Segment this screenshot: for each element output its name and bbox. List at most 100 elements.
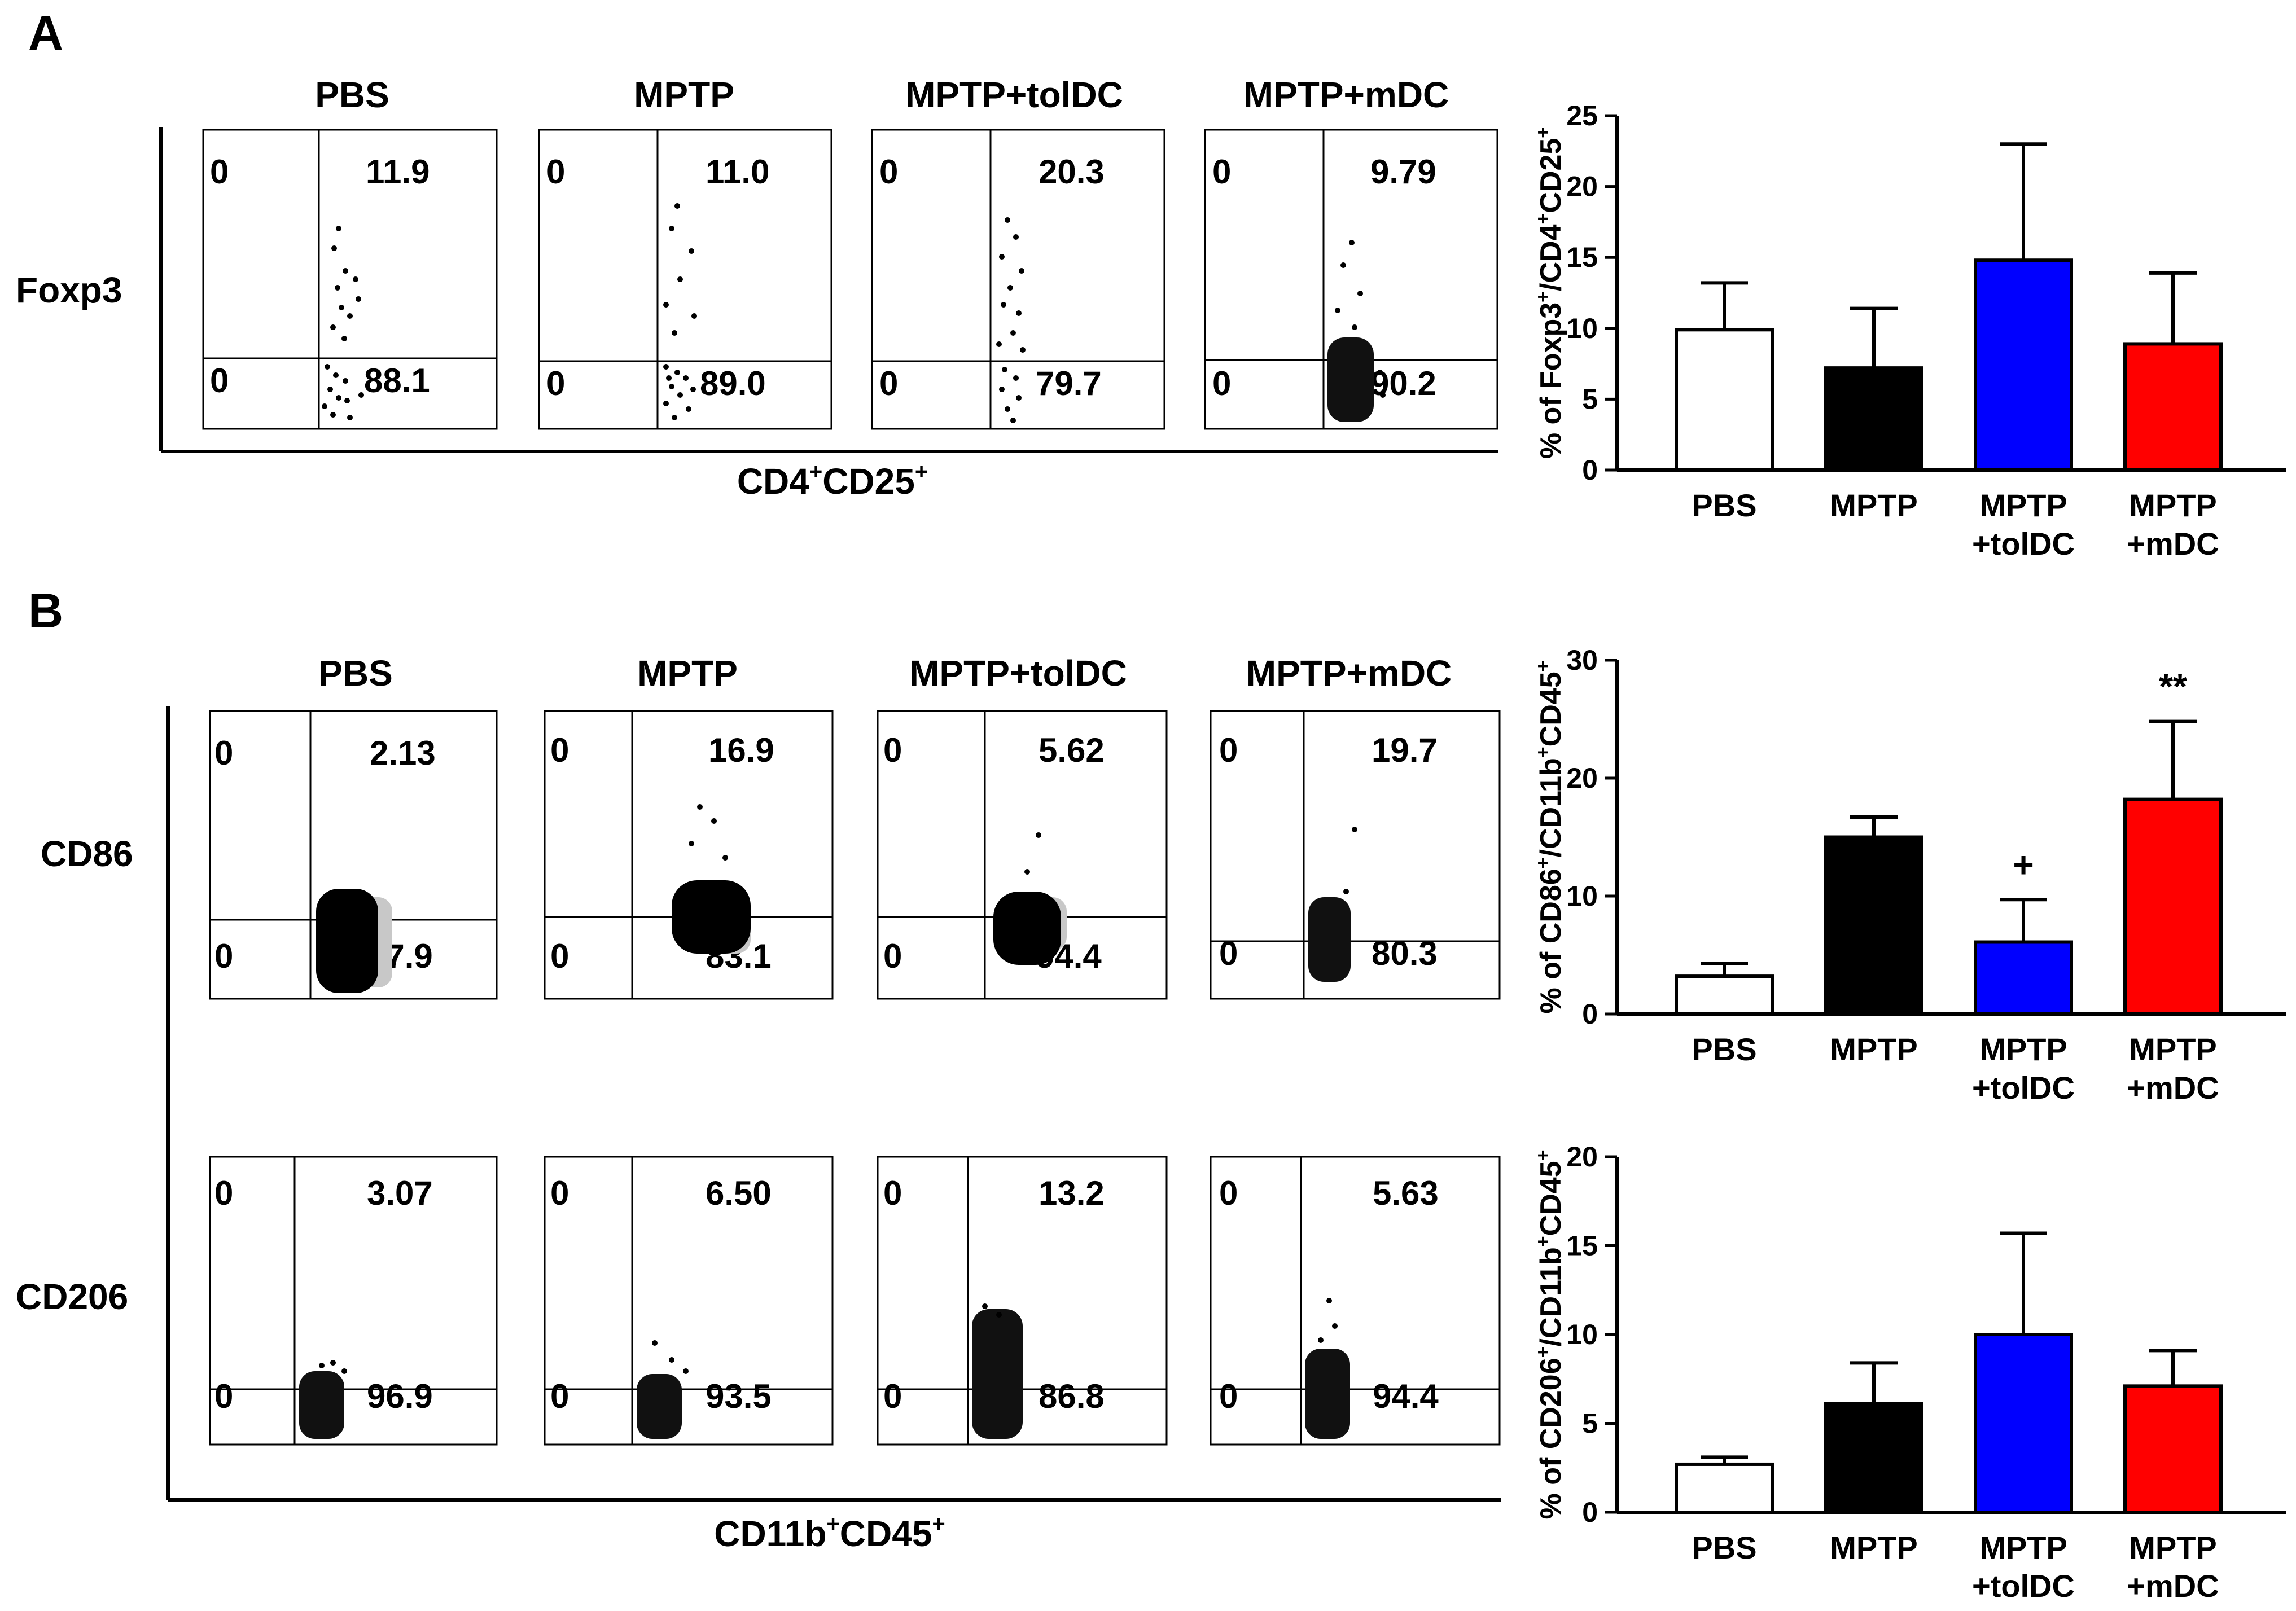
panel-a-header-mdc: MPTP+mDC bbox=[1243, 74, 1449, 115]
event-cluster bbox=[672, 880, 751, 954]
flow-plot-cd206-mptp: 0 6.50 0 93.5 bbox=[544, 1156, 834, 1446]
event-cluster bbox=[972, 1309, 1023, 1439]
category-label: MPTP bbox=[1979, 1530, 2067, 1565]
quadrant-lr: 88.1 bbox=[364, 362, 430, 400]
quadrant-lr: 96.9 bbox=[367, 1377, 433, 1415]
quadrant-ur: 5.62 bbox=[1039, 731, 1105, 769]
panel-a-y-marker: Foxp3 bbox=[16, 270, 122, 310]
category-label: +mDC bbox=[2127, 1070, 2219, 1105]
event-cluster bbox=[299, 1371, 344, 1439]
quadrant-lr: 79.7 bbox=[1036, 365, 1102, 402]
significance-marker: + bbox=[2013, 844, 2034, 885]
flow-plot-cd206-mdc: 0 5.63 0 94.4 bbox=[1210, 1156, 1501, 1446]
flow-plot-cd86-mptp: 0 16.9 0 83.1 bbox=[544, 710, 834, 1000]
flow-plot-frame bbox=[544, 710, 834, 1000]
category-label: MPTP bbox=[2129, 1031, 2217, 1067]
quadrant-lr: 93.5 bbox=[706, 1377, 772, 1415]
bar bbox=[1675, 1462, 1774, 1514]
quadrant-ll: 0 bbox=[1219, 1377, 1238, 1415]
y-tick-label: 20 bbox=[1566, 1141, 1598, 1173]
quadrant-ll: 0 bbox=[879, 365, 898, 402]
quadrant-lr: 86.8 bbox=[1039, 1377, 1105, 1415]
category-label: +tolDC bbox=[1972, 1070, 2075, 1105]
bar bbox=[1974, 940, 2073, 1016]
panel-b-label: B bbox=[28, 584, 63, 638]
y-tick-label: 5 bbox=[1582, 383, 1598, 415]
flow-plot-cd206-pbs: 0 3.07 0 96.9 bbox=[209, 1156, 498, 1446]
y-tick-label: 10 bbox=[1566, 1319, 1598, 1350]
flow-plot-frame bbox=[1210, 1156, 1501, 1446]
category-label: PBS bbox=[1692, 1530, 1756, 1565]
panel-b-header-mptp: MPTP bbox=[637, 653, 738, 693]
event-dots bbox=[1318, 1298, 1338, 1343]
flow-plot-a-mptp: 0 11.0 0 89.0 bbox=[538, 129, 832, 430]
quadrant-ul: 0 bbox=[214, 734, 233, 772]
bar bbox=[2123, 1384, 2223, 1515]
y-tick-label: 30 bbox=[1566, 644, 1598, 676]
event-dots bbox=[652, 1340, 689, 1374]
quadrant-ur: 11.0 bbox=[706, 153, 769, 191]
quadrant-ur: 20.3 bbox=[1039, 153, 1105, 191]
bar bbox=[2123, 342, 2223, 472]
quadrant-ul: 0 bbox=[550, 1174, 569, 1212]
event-dots bbox=[1335, 240, 1386, 398]
significance-marker: ** bbox=[2159, 666, 2187, 707]
y-tick-label: 15 bbox=[1566, 242, 1598, 273]
category-label: PBS bbox=[1692, 488, 1756, 523]
panel-a-group-headers: PBS MPTP MPTP+tolDC MPTP+mDC bbox=[315, 74, 1449, 115]
quadrant-ll: 0 bbox=[214, 1377, 233, 1415]
quadrant-ll: 0 bbox=[1212, 365, 1231, 402]
quadrant-lr: 89.0 bbox=[700, 365, 766, 402]
panel-a-label: A bbox=[28, 6, 63, 60]
flow-plot-a-toldc: 0 20.3 0 79.7 bbox=[871, 129, 1165, 430]
quadrant-ll: 0 bbox=[883, 1377, 902, 1415]
panel-a-header-pbs: PBS bbox=[315, 74, 389, 115]
panel-b-cd86-flow-plots: 0 2.13 0 97.9 0 16.9 0 83.1 0 5.6 bbox=[209, 710, 1501, 1000]
quadrant-ur: 2.13 bbox=[370, 734, 436, 772]
y-tick-label: 5 bbox=[1582, 1408, 1598, 1439]
quadrant-ll: 0 bbox=[546, 365, 565, 402]
quadrant-ul: 0 bbox=[210, 153, 229, 191]
event-dots bbox=[996, 217, 1026, 423]
quadrant-ur: 19.7 bbox=[1372, 731, 1438, 769]
flow-plot-a-mdc: 0 9.79 0 90.2 bbox=[1204, 129, 1498, 430]
quadrant-ul: 0 bbox=[546, 153, 565, 191]
flow-plot-cd206-toldc: 0 13.2 0 86.8 bbox=[877, 1156, 1168, 1446]
quadrant-ll: 0 bbox=[883, 937, 902, 975]
quadrant-lr: 94.4 bbox=[1373, 1377, 1439, 1415]
category-label: MPTP bbox=[1830, 488, 1918, 523]
y-tick-label: 25 bbox=[1566, 100, 1598, 131]
panel-a-header-mptp: MPTP bbox=[634, 74, 734, 115]
category-label: MPTP bbox=[1979, 1031, 2067, 1067]
bar bbox=[1824, 835, 1923, 1016]
quadrant-ll: 0 bbox=[214, 937, 233, 975]
panel-a-x-marker: CD4+CD25+ bbox=[737, 459, 928, 502]
flow-plot-a-pbs: 0 11.9 0 88.1 bbox=[202, 129, 498, 430]
panel-b-y-marker-cd86: CD86 bbox=[41, 833, 133, 874]
y-tick-label: 20 bbox=[1566, 762, 1598, 794]
flow-plot-frame bbox=[202, 129, 498, 430]
quadrant-ll: 0 bbox=[1219, 934, 1238, 972]
category-label: MPTP bbox=[1830, 1031, 1918, 1067]
event-dots bbox=[1343, 827, 1357, 894]
quadrant-ur: 5.63 bbox=[1373, 1174, 1439, 1212]
quadrant-ul: 0 bbox=[214, 1174, 233, 1212]
quadrant-ul: 0 bbox=[883, 731, 902, 769]
event-dots bbox=[322, 226, 364, 420]
quadrant-lr: 80.3 bbox=[1372, 934, 1438, 972]
category-label: MPTP bbox=[2129, 488, 2217, 523]
category-label: MPTP bbox=[1830, 1530, 1918, 1565]
bar bbox=[1824, 1402, 1923, 1515]
event-dots bbox=[319, 1360, 347, 1374]
category-label: PBS bbox=[1692, 1031, 1756, 1067]
quadrant-ul: 0 bbox=[879, 153, 898, 191]
category-label: +tolDC bbox=[1972, 1568, 2075, 1604]
quadrant-ll: 0 bbox=[210, 362, 229, 400]
bar bbox=[1824, 366, 1923, 472]
event-dots bbox=[689, 804, 728, 861]
quadrant-ur: 3.07 bbox=[367, 1174, 433, 1212]
panel-b-header-pbs: PBS bbox=[318, 653, 393, 693]
